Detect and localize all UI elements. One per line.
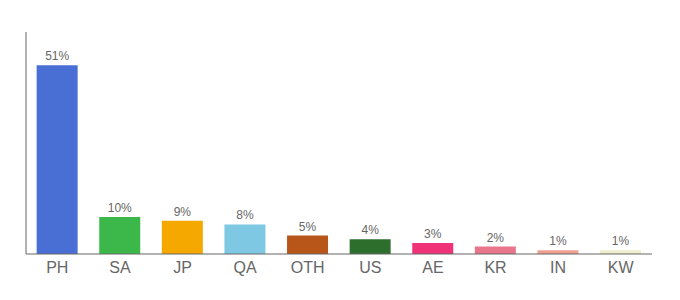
svg-text:5%: 5% (299, 220, 317, 234)
svg-text:IN: IN (550, 259, 566, 276)
svg-text:9%: 9% (174, 205, 192, 219)
svg-text:4%: 4% (361, 223, 379, 237)
svg-text:10%: 10% (108, 201, 132, 215)
svg-text:SA: SA (109, 259, 131, 276)
svg-text:PH: PH (46, 259, 68, 276)
svg-text:KR: KR (484, 259, 506, 276)
svg-text:QA: QA (234, 259, 257, 276)
svg-text:8%: 8% (236, 208, 254, 222)
svg-text:1%: 1% (549, 234, 567, 248)
svg-text:3%: 3% (424, 227, 442, 241)
svg-text:AE: AE (422, 259, 443, 276)
svg-text:51%: 51% (45, 49, 69, 63)
svg-text:KW: KW (608, 259, 635, 276)
svg-text:US: US (359, 259, 381, 276)
svg-text:1%: 1% (612, 234, 630, 248)
svg-text:JP: JP (173, 259, 192, 276)
svg-text:2%: 2% (487, 231, 505, 245)
svg-text:OTH: OTH (291, 259, 325, 276)
